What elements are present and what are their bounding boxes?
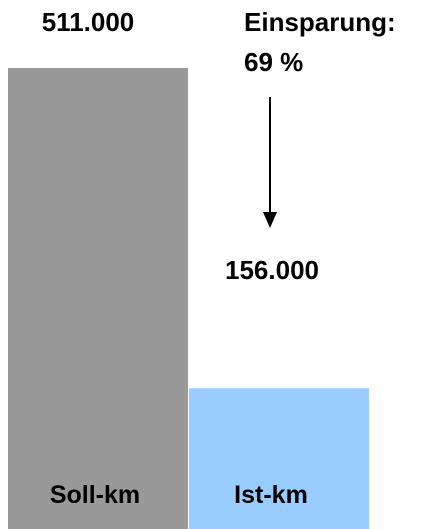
bar-ist-km: [189, 388, 369, 529]
annotation-savings-label: Einsparung:: [244, 7, 396, 37]
value-label-soll-km: 511.000: [42, 7, 135, 37]
category-label-ist-km: Ist-km: [234, 481, 308, 509]
annotation-arrow: [263, 97, 277, 228]
bar-soll-km: [8, 68, 188, 529]
category-label-soll-km: Soll-km: [50, 481, 140, 509]
annotation-savings-percent: 69 %: [244, 47, 303, 77]
arrow-head-icon: [263, 212, 277, 228]
value-label-ist-km: 156.000: [225, 255, 319, 285]
